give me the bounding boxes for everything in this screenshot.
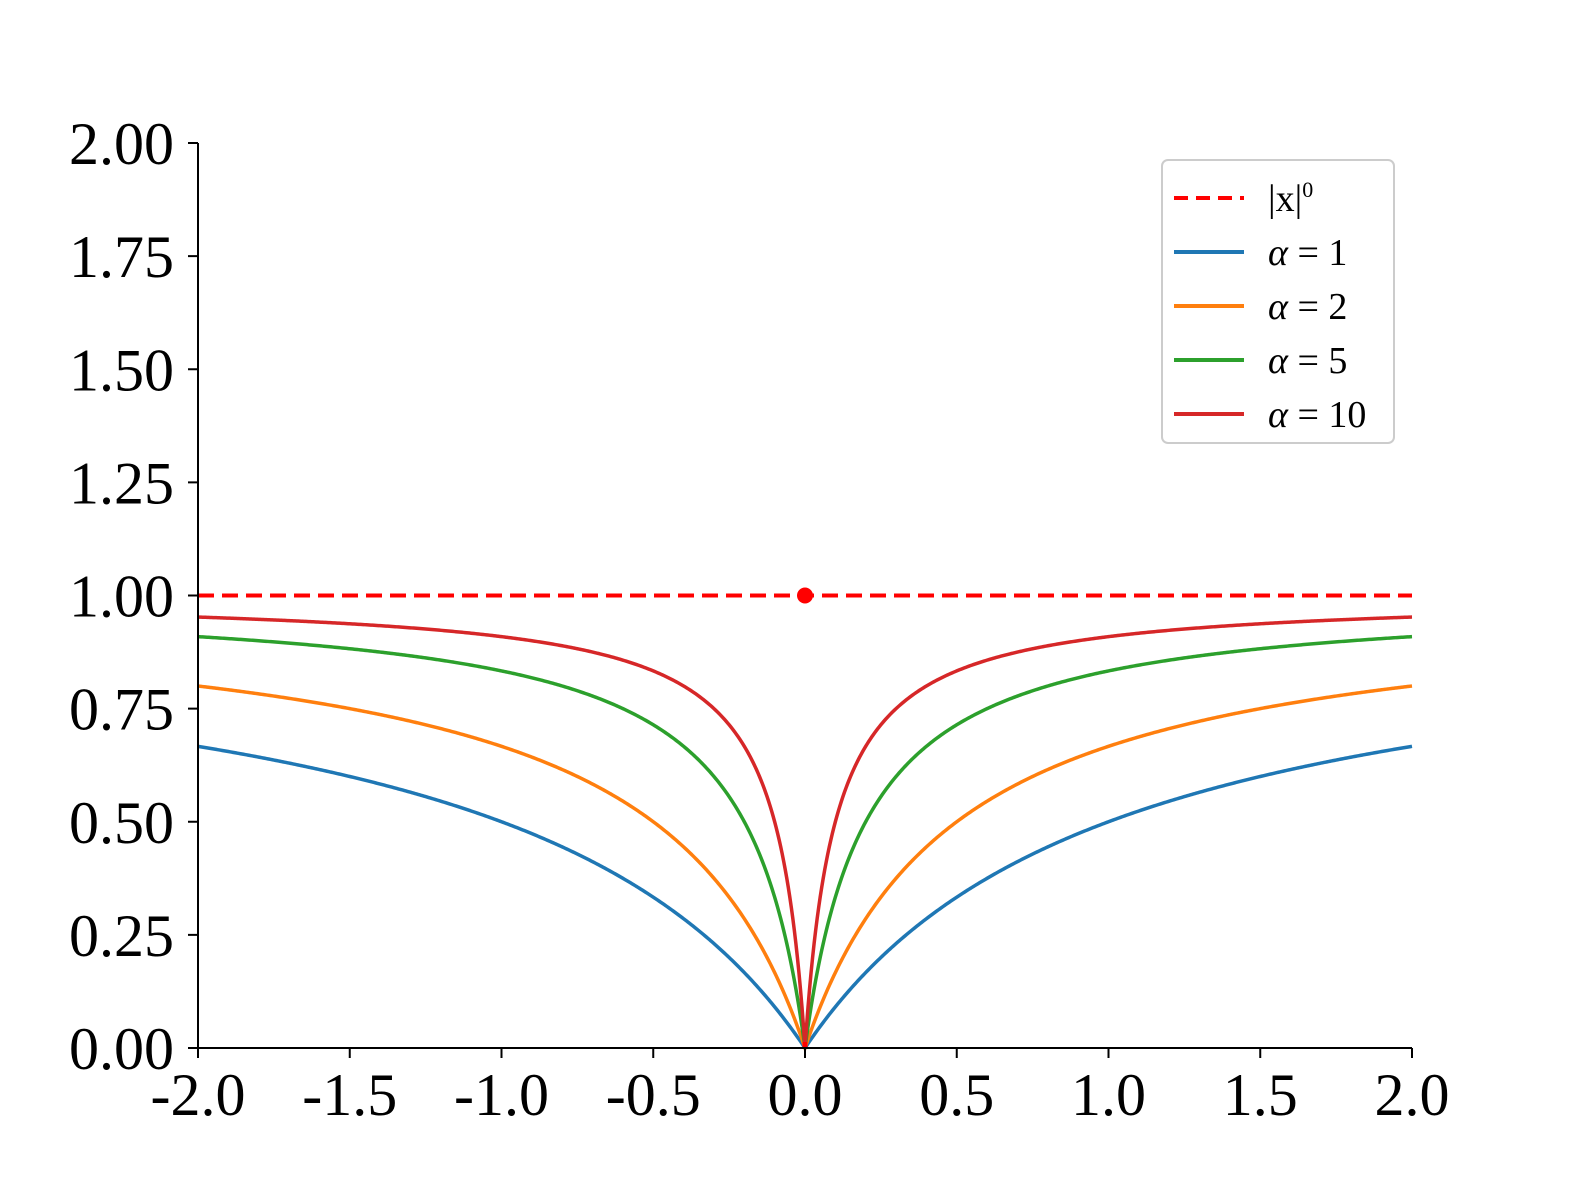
legend-label-rest: = 10 [1288,394,1366,436]
legend-label-alpha: α [1268,286,1289,328]
y-ticks: 0.00 0.25 0.50 0.75 1.00 1.25 1.50 1.75 2.00 [69,111,198,1082]
x-tick-label: -2.0 [151,1062,246,1128]
legend-label-alpha: α [1268,340,1289,382]
legend-label-2: α = 2 [1268,286,1347,328]
legend-label-rest: = 5 [1288,340,1347,382]
legend-items: |x|0α = 1α = 2α = 5α = 10 [1174,177,1366,436]
y-tick-label: 0.50 [69,790,174,856]
series-line-3 [197,634,1413,1049]
legend-label-base: |x| [1268,178,1302,220]
legend-label-0: |x|0 [1268,177,1313,220]
x-tick-label: -0.5 [606,1062,701,1128]
legend-label-alpha: α [1268,232,1289,274]
legend-label-superscript: 0 [1302,177,1313,202]
x-tick-label: 0.0 [768,1062,843,1128]
legend-frame [1161,159,1395,444]
legend-label-alpha: α [1268,394,1289,436]
series-layer [197,587,1413,1054]
legend-label-rest: = 2 [1288,286,1347,328]
x-tick-label: -1.0 [454,1062,549,1128]
y-tick-label: 0.00 [69,1016,174,1082]
y-tick-label: 0.75 [69,677,174,743]
y-tick-label: 0.25 [69,903,174,969]
legend: |x|0α = 1α = 2α = 5α = 10 [1161,159,1395,444]
x-ticks: -2.0 -1.5 -1.0 -0.5 0.0 0.5 1.0 1.5 2.0 [151,1048,1450,1128]
x-tick-label: -1.5 [302,1062,397,1128]
axes: -2.0 -1.5 -1.0 -0.5 0.0 0.5 1.0 1.5 2.0 0.00 0.25… [69,111,1450,1128]
legend-label-1: α = 1 [1268,232,1347,274]
y-tick-label: 1.00 [69,564,174,630]
x-tick-label: 1.5 [1223,1062,1298,1128]
y-tick-label: 2.00 [69,111,174,177]
legend-label-4: α = 10 [1268,394,1366,436]
x-tick-label: 1.0 [1071,1062,1146,1128]
series-line-4 [197,615,1413,1049]
series-line-1 [197,744,1413,1052]
series-line-2 [197,684,1413,1054]
y-tick-label: 1.75 [69,224,174,290]
legend-label-rest: = 1 [1288,232,1347,274]
legend-label-3: α = 5 [1268,340,1347,382]
x-tick-label: 0.5 [919,1062,994,1128]
series-marker [797,587,813,604]
y-tick-label: 1.25 [69,450,174,516]
y-tick-label: 1.50 [69,337,174,403]
x-tick-label: 2.0 [1375,1062,1450,1128]
